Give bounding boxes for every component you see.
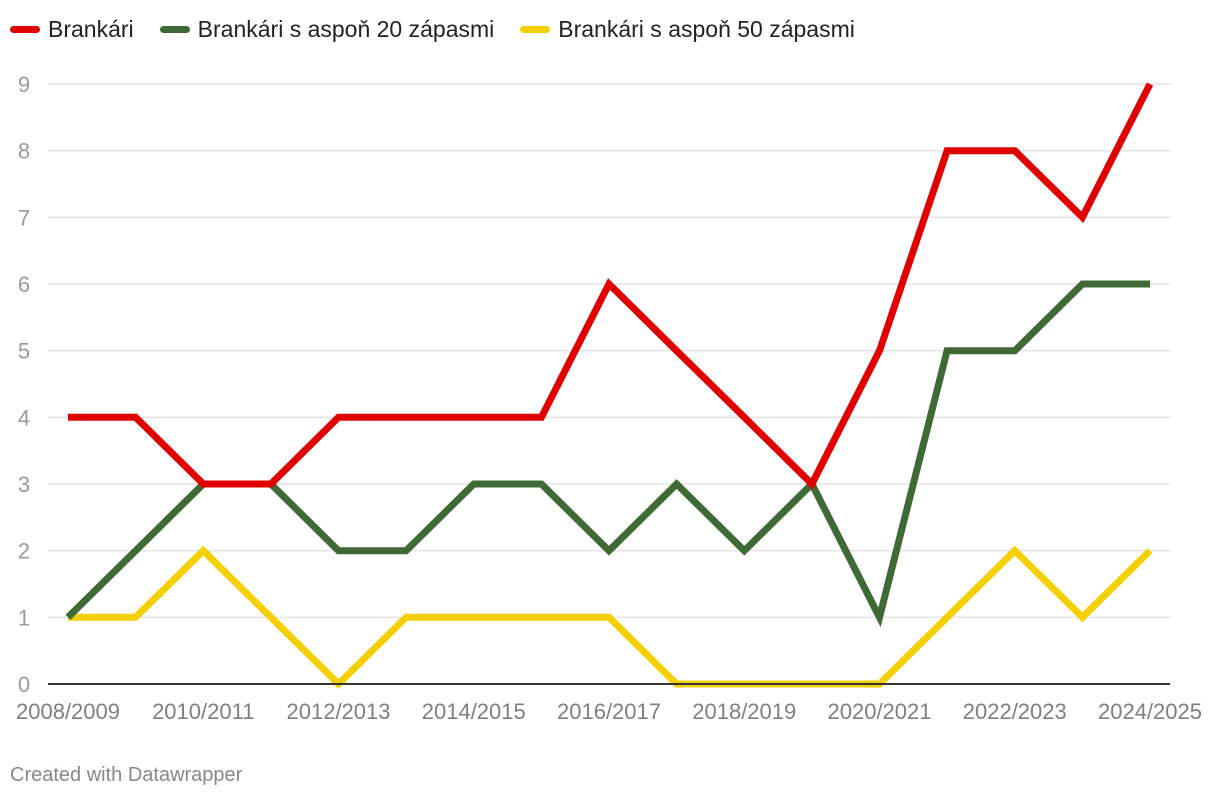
legend-item: Brankári: [10, 16, 134, 43]
y-tick-label: 4: [18, 405, 30, 430]
y-tick-label: 7: [18, 205, 30, 230]
x-tick-label: 2012/2013: [287, 699, 391, 724]
legend-label: Brankári s aspoň 20 zápasmi: [197, 15, 495, 42]
series-lines: [65, 82, 1154, 689]
x-tick-label: 2024/2025: [1098, 699, 1202, 724]
x-tick-label: 2014/2015: [422, 699, 526, 724]
y-tick-label: 0: [18, 672, 30, 697]
y-axis-ticks: 0 1 2 3 4 5 6 7 8 9: [18, 72, 30, 697]
series-line: [68, 545, 1153, 689]
legend-swatch: [520, 25, 551, 33]
legend-swatch: [159, 25, 190, 33]
x-tick-label: 2008/2009: [16, 699, 120, 724]
legend-item: Brankári s aspoň 50 zápasmi: [520, 16, 855, 43]
credit-text: Created with Datawrapper: [10, 764, 243, 786]
legend-swatch: [10, 25, 40, 33]
x-tick-label: 2010/2011: [152, 699, 254, 724]
y-tick-label: 6: [18, 272, 30, 297]
x-tick-label: 2018/2019: [692, 699, 796, 724]
chart-legend: Brankári Brankári s aspoň 20 zápasmi Brank…: [10, 12, 881, 46]
y-tick-label: 2: [18, 539, 30, 564]
x-axis-ticks: 2008/2009 2010/2011 2012/2013 2014/2015 2016…: [16, 699, 1202, 724]
y-tick-label: 3: [18, 472, 30, 497]
legend-item: Brankári s aspoň 20 zápasmi: [159, 15, 495, 43]
y-tick-label: 5: [18, 339, 30, 364]
x-tick-label: 2020/2021: [828, 699, 932, 724]
legend-label: Brankári s aspoň 50 zápasmi: [558, 15, 855, 42]
y-tick-label: 1: [18, 605, 30, 630]
gridlines: [48, 83, 1170, 619]
series-line: [68, 82, 1154, 490]
x-tick-label: 2016/2017: [557, 699, 661, 724]
x-tick-label: 2022/2023: [963, 699, 1067, 724]
y-tick-label: 8: [18, 139, 30, 164]
legend-label: Brankári: [48, 15, 134, 42]
series-line: [65, 280, 1150, 628]
y-tick-label: 9: [18, 72, 30, 97]
